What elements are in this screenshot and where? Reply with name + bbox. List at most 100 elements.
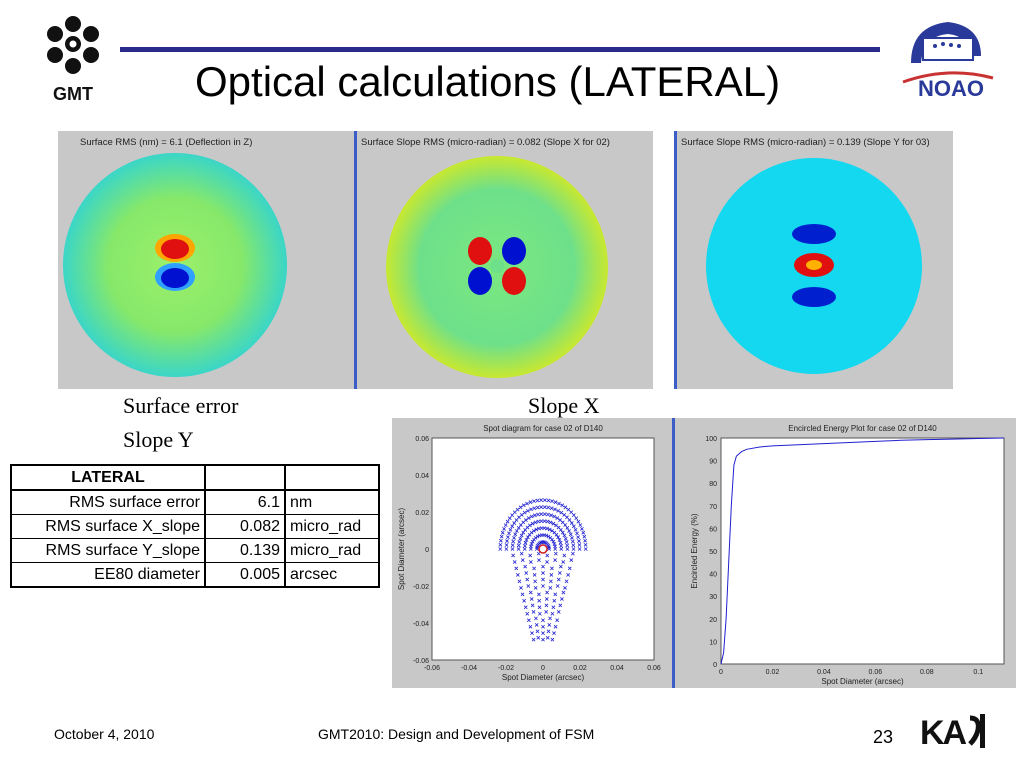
- spot-point: [553, 500, 558, 505]
- spot-point: [577, 543, 582, 547]
- spot-point: [525, 535, 530, 540]
- x-tick-label: 0.02: [766, 669, 780, 676]
- y-tick-label: 60: [709, 526, 717, 533]
- spot-point: [507, 531, 511, 536]
- spot-point: [570, 535, 574, 540]
- spot-point: [524, 571, 529, 575]
- encircled-energy-line: [720, 437, 1005, 665]
- spot-point: [521, 503, 526, 508]
- spot-point: [534, 616, 538, 621]
- spot-point: [530, 521, 535, 526]
- spot-point: [498, 547, 503, 551]
- spot-point: [565, 543, 570, 548]
- spot-point: [526, 618, 531, 623]
- x-tick-label: 0: [541, 665, 545, 672]
- spot-point: [550, 566, 554, 571]
- spot-point: [505, 539, 509, 543]
- spot-point: [541, 564, 545, 569]
- spot-point: [554, 532, 559, 537]
- spot-point: [539, 505, 544, 509]
- y-tick-label: 100: [705, 436, 717, 443]
- spot-point: [513, 532, 518, 537]
- spot-point: [558, 603, 563, 608]
- spot-point: [547, 622, 552, 627]
- spot-point: [571, 524, 576, 529]
- spot-point: [546, 498, 551, 503]
- spot-point: [534, 622, 539, 627]
- spot-point: [583, 542, 588, 547]
- spot-point: [532, 499, 536, 504]
- gmt-logo-text: GMT: [53, 84, 93, 104]
- surface-error-map-caption: Surface RMS (nm) = 6.1 (Deflection in Z): [80, 137, 253, 148]
- spot-point: [560, 530, 565, 535]
- y-tick-label: -0.06: [413, 658, 429, 665]
- plot-divider: [672, 418, 675, 688]
- noao-logo-text: NOAO: [918, 76, 984, 100]
- row-unit: micro_rad: [284, 514, 380, 539]
- spot-point: [510, 543, 515, 548]
- caption-slope-y: Slope Y: [123, 427, 194, 452]
- page-title: Optical calculations (LATERAL): [195, 58, 781, 105]
- spot-point: [517, 579, 522, 584]
- x-tick-label: 0.04: [817, 669, 831, 676]
- spot-point: [557, 571, 562, 575]
- spot-point: [541, 584, 545, 588]
- spot-point: [565, 547, 570, 551]
- spot-point: [561, 590, 566, 595]
- row-label: EE80 diameter: [10, 562, 206, 588]
- spot-point: [577, 539, 581, 543]
- caption-slope-x: Slope X: [528, 393, 600, 418]
- spot-point: [523, 518, 528, 522]
- spot-point: [519, 512, 524, 517]
- y-tick-label: 30: [709, 594, 717, 601]
- spot-point: [568, 532, 573, 537]
- spot-point: [510, 547, 515, 551]
- spot-point: [557, 538, 562, 542]
- table-header: LATERAL: [10, 464, 206, 491]
- x-tick-label: -0.06: [424, 665, 440, 672]
- row-value: 6.1: [204, 489, 286, 515]
- spot-point: [553, 507, 557, 512]
- plot-area: [431, 437, 655, 661]
- spot-point: [528, 624, 533, 629]
- spot-point: [508, 527, 513, 532]
- spot-point: [559, 510, 564, 515]
- spot-point: [545, 526, 549, 531]
- spot-point: [583, 547, 588, 551]
- spot-point: [518, 505, 523, 510]
- spot-point: [514, 566, 519, 571]
- spot-point: [571, 513, 576, 518]
- spot-point: [503, 523, 508, 528]
- spot-point: [581, 530, 586, 535]
- spot-point: [545, 560, 549, 564]
- spot-point: [550, 499, 554, 504]
- spot-point: [526, 516, 531, 520]
- spot-point: [531, 528, 536, 533]
- spot-point: [570, 539, 575, 544]
- table-row: RMS surface X_slope 0.082 micro_rad: [10, 514, 380, 539]
- table-header-row: LATERAL: [10, 464, 380, 491]
- spot-point: [512, 560, 517, 564]
- row-label: RMS surface error: [10, 489, 206, 515]
- spot-point: [545, 519, 550, 524]
- encircled-energy-chart: Encircled Energy Plot for case 02 of D14…: [675, 418, 1016, 688]
- spot-point: [523, 543, 527, 548]
- spot-point: [552, 598, 557, 603]
- spot-point: [505, 535, 510, 540]
- spot-point: [559, 543, 563, 548]
- panel-divider: [354, 131, 357, 389]
- row-value: 0.082: [204, 514, 286, 539]
- spot-point: [553, 547, 558, 551]
- spot-point: [545, 635, 550, 640]
- spot-point: [533, 579, 538, 584]
- spot-point: [561, 560, 566, 564]
- y-tick-label: -0.02: [413, 584, 429, 591]
- panel-divider: [674, 131, 677, 389]
- y-tick-label: 90: [709, 459, 717, 466]
- spot-point: [519, 551, 524, 556]
- spot-point: [535, 498, 540, 503]
- y-tick-label: 0: [713, 662, 717, 669]
- spot-point: [518, 536, 523, 541]
- spot-point: [569, 558, 574, 562]
- spot-point: [511, 539, 516, 544]
